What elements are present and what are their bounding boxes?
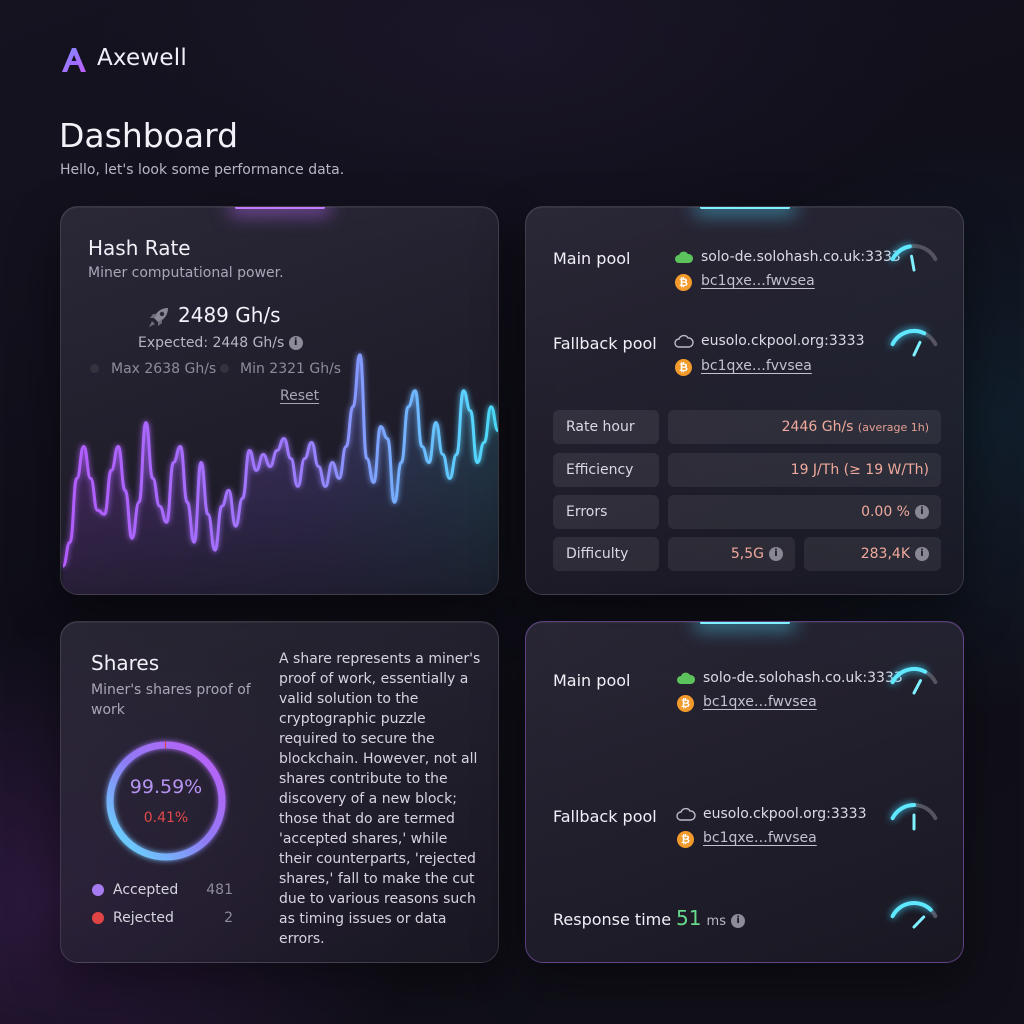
- main-pool-gauge-icon: [890, 667, 938, 695]
- accepted-label: Accepted: [113, 882, 179, 898]
- main-pool-host: solo-de.solohash.co.uk:3333: [701, 249, 901, 265]
- gauge-needle: [912, 340, 922, 357]
- info-icon[interactable]: i: [288, 336, 303, 350]
- gauge-needle: [910, 254, 916, 272]
- axewell-logo-icon: [62, 48, 86, 72]
- fallback-pool-gauge-icon: [890, 329, 938, 357]
- efficiency-value: 19 J/Th (≥ 19 W/Th): [668, 453, 941, 487]
- fallback-pool-label: Fallback pool: [553, 807, 657, 826]
- gauge-fill: [890, 803, 916, 821]
- cloud-offline-icon: [676, 807, 696, 821]
- accepted-dot-icon: [92, 884, 104, 896]
- info-icon[interactable]: i: [915, 547, 929, 561]
- max-dot-icon: [90, 364, 99, 373]
- card-glow: [699, 207, 790, 209]
- efficiency-label: Efficiency: [553, 453, 659, 487]
- hash-rate-area: [63, 354, 498, 594]
- shares-card: Shares Miner's shares proof of work A sh…: [60, 621, 499, 963]
- rate-hour-note: (average 1h): [857, 421, 929, 434]
- difficulty-number-1: 5,5G: [730, 546, 764, 562]
- rejected-label: Rejected: [113, 910, 174, 926]
- hash-rate-title: Hash Rate: [88, 236, 191, 260]
- main-pool-gauge-icon: [890, 244, 938, 272]
- accepted-arc: [106, 741, 226, 861]
- fallback-pool-label: Fallback pool: [553, 334, 657, 353]
- shares-title: Shares: [91, 651, 160, 675]
- fallback-pool-address[interactable]: bc1qxe…fvvsea: [701, 358, 812, 374]
- main-pool-label: Main pool: [553, 249, 631, 268]
- bitcoin-icon: ₿: [675, 359, 692, 376]
- errors-label: Errors: [553, 495, 659, 529]
- hash-rate-value: 2489 Gh/s: [178, 303, 281, 327]
- rejected-arc: [106, 741, 226, 861]
- accepted-percent: 99.59%: [129, 776, 203, 798]
- response-time-value: 51 ms i: [676, 906, 746, 930]
- cloud-offline-icon: [674, 334, 694, 348]
- fallback-pool-host: eusolo.ckpool.org:3333: [703, 806, 867, 822]
- bitcoin-icon: ₿: [675, 274, 692, 291]
- rocket-icon: [149, 308, 168, 327]
- main-pool-host: solo-de.solohash.co.uk:3333: [703, 670, 903, 686]
- gauge-needle: [912, 915, 926, 929]
- difficulty-label: Difficulty: [553, 537, 659, 571]
- gauge-needle: [912, 679, 923, 695]
- pool-status-card: Main pool solo-de.solohash.co.uk:3333 ₿ …: [525, 206, 964, 595]
- cloud-online-icon: [675, 251, 694, 263]
- rejected-percent: 0.41%: [143, 810, 189, 826]
- min-hash-rate: Min 2321 Gh/s: [240, 361, 342, 377]
- shares-explanation: A share represents a miner's proof of wo…: [279, 651, 481, 947]
- errors-value: 0.00 % i: [668, 495, 941, 529]
- shares-ring-chart: [106, 741, 226, 861]
- hash-rate-description: Miner computational power.: [88, 265, 284, 281]
- pool-response-card: Main pool solo-de.solohash.co.uk:3333 ₿ …: [525, 621, 964, 963]
- fallback-pool-gauge-icon: [890, 803, 938, 831]
- page-title: Dashboard: [59, 116, 239, 155]
- info-icon[interactable]: i: [915, 505, 929, 519]
- response-time-gauge-icon: [890, 901, 938, 929]
- shares-description: Miner's shares proof of work: [91, 682, 251, 718]
- gauge-fill: [890, 901, 933, 919]
- gauge-fill: [890, 244, 912, 262]
- main-pool-label: Main pool: [553, 671, 631, 690]
- difficulty-value-1: 5,5G i: [668, 537, 795, 571]
- errors-number: 0.00 %: [861, 504, 910, 520]
- hash-rate-card: Hash Rate Miner computational power. 248…: [60, 206, 499, 595]
- gauge-fill: [890, 667, 928, 685]
- response-time-unit: ms: [706, 914, 726, 929]
- page-subtitle: Hello, let's look some performance data.: [60, 162, 345, 178]
- hash-rate-line: [61, 353, 498, 568]
- rejected-count: 2: [224, 910, 233, 926]
- app-name: Axewell: [97, 45, 187, 71]
- card-glow: [699, 622, 790, 624]
- bitcoin-icon: ₿: [677, 695, 694, 712]
- accepted-count: 481: [206, 882, 233, 898]
- rate-hour-number: 2446 Gh/s: [781, 419, 854, 435]
- rejected-dot-icon: [92, 912, 104, 924]
- main-pool-address[interactable]: bc1qxe…fwvsea: [703, 694, 817, 710]
- hash-rate-chart: [61, 353, 498, 594]
- main-pool-address[interactable]: bc1qxe…fwvsea: [701, 273, 815, 289]
- fallback-pool-address[interactable]: bc1qxe…fwvsea: [703, 830, 817, 846]
- fallback-pool-host: eusolo.ckpool.org:3333: [701, 333, 865, 349]
- gauge-fill: [890, 329, 927, 347]
- reset-link[interactable]: Reset: [280, 388, 320, 404]
- rate-hour-value: 2446 Gh/s (average 1h): [668, 410, 941, 444]
- difficulty-value-2: 283,4K i: [804, 537, 941, 571]
- min-dot-icon: [220, 364, 229, 373]
- rate-hour-label: Rate hour: [553, 410, 659, 444]
- max-hash-rate: Max 2638 Gh/s: [111, 361, 217, 377]
- info-icon[interactable]: i: [769, 547, 783, 561]
- response-time-number: 51: [676, 906, 702, 930]
- info-icon[interactable]: i: [731, 913, 746, 928]
- card-glow: [234, 207, 325, 209]
- difficulty-number-2: 283,4K: [860, 546, 910, 562]
- expected-text: Expected: 2448 Gh/s: [138, 335, 285, 351]
- bitcoin-icon: ₿: [677, 831, 694, 848]
- response-time-label: Response time: [553, 910, 672, 929]
- expected-hash-rate: Expected: 2448 Gh/s i: [138, 335, 303, 351]
- cloud-online-icon: [677, 672, 696, 684]
